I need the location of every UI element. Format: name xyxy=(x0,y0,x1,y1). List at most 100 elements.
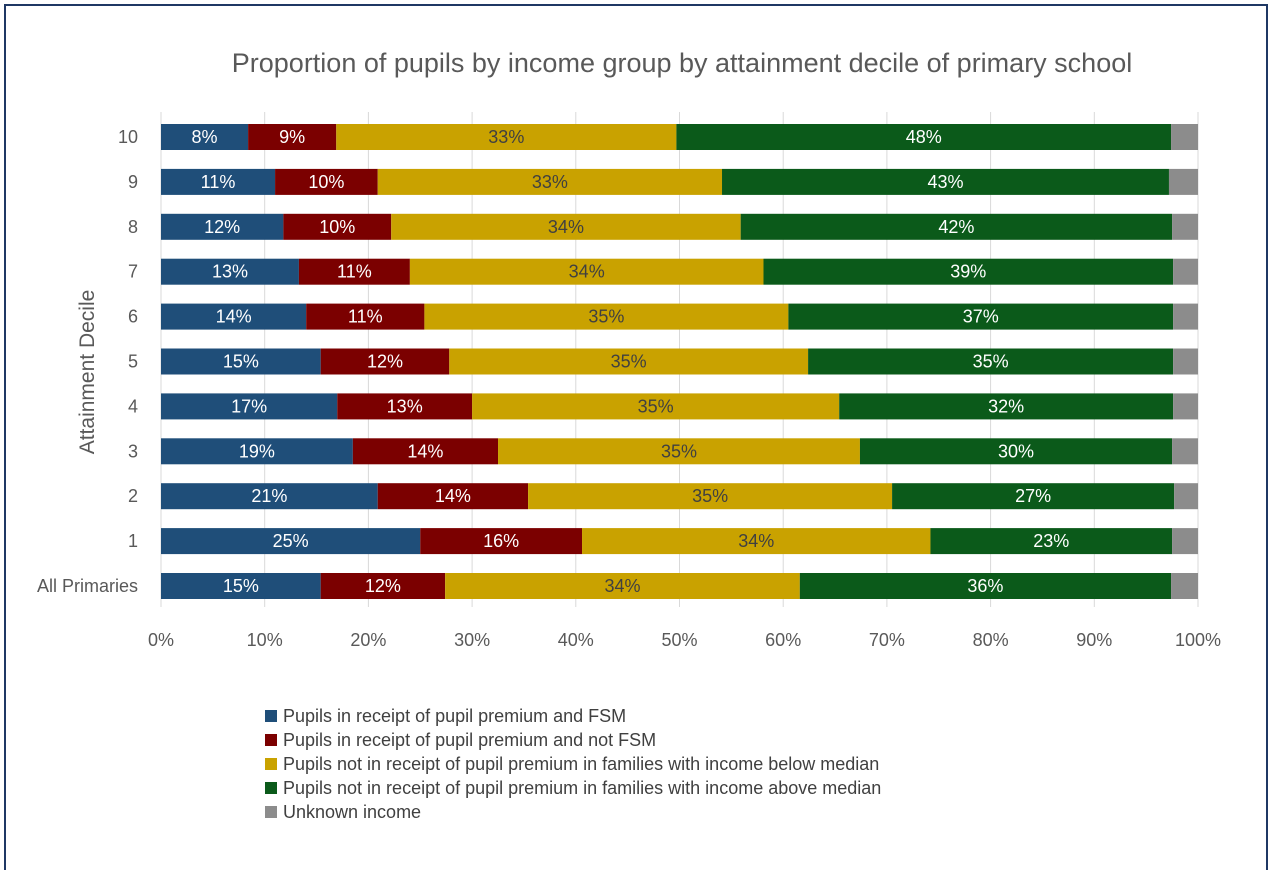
bar-segment xyxy=(472,393,840,420)
data-label: 15% xyxy=(223,576,259,596)
bar-segment xyxy=(445,573,800,599)
bar-segment xyxy=(930,528,1173,555)
data-label: 37% xyxy=(963,307,999,327)
legend-label: Pupils not in receipt of pupil premium i… xyxy=(283,778,881,798)
bar-segment xyxy=(1171,124,1198,150)
data-label: 12% xyxy=(367,352,403,372)
data-label: 19% xyxy=(239,441,275,461)
legend-swatch xyxy=(265,758,277,770)
bar-segment xyxy=(1173,348,1198,375)
legend-swatch xyxy=(265,734,277,746)
bar-segment xyxy=(859,438,1173,465)
bar-segment xyxy=(498,438,860,465)
data-label: 35% xyxy=(611,352,647,372)
bar-segment xyxy=(763,258,1174,285)
data-label: 11% xyxy=(201,172,236,192)
bar-segment xyxy=(352,438,499,465)
y-tick-label: 7 xyxy=(128,262,138,282)
y-tick-label: 3 xyxy=(128,441,138,461)
bar-segment xyxy=(320,573,446,599)
bar-segment xyxy=(449,348,809,375)
bar-segment xyxy=(306,303,425,330)
data-label: 35% xyxy=(638,396,674,416)
legend-label: Pupils in receipt of pupil premium and n… xyxy=(283,730,656,750)
x-tick-label: 80% xyxy=(973,630,1009,650)
chart-title: Proportion of pupils by income group by … xyxy=(232,48,1132,78)
data-label: 13% xyxy=(387,396,423,416)
data-label: 34% xyxy=(548,217,584,237)
x-tick-label: 40% xyxy=(558,630,594,650)
x-tick-label: 70% xyxy=(869,630,905,650)
bar-segment xyxy=(275,168,378,195)
data-label: 12% xyxy=(204,217,240,237)
data-label: 14% xyxy=(216,307,252,327)
x-tick-label: 90% xyxy=(1076,630,1112,650)
bar-segment xyxy=(839,393,1174,420)
bar-segment xyxy=(161,124,249,150)
data-label: 43% xyxy=(927,172,963,192)
bar-segment xyxy=(391,213,741,240)
data-label: 35% xyxy=(661,441,697,461)
data-label: 8% xyxy=(192,127,218,147)
bar-segment xyxy=(808,348,1174,375)
data-label: 34% xyxy=(604,576,640,596)
data-label: 27% xyxy=(1015,486,1051,506)
legend-label: Unknown income xyxy=(283,802,421,822)
x-tick-label: 0% xyxy=(148,630,174,650)
bar-segment xyxy=(676,124,1172,150)
legend-swatch xyxy=(265,782,277,794)
bar-segment xyxy=(161,213,284,240)
legend-label: Pupils not in receipt of pupil premium i… xyxy=(283,754,879,774)
bar-segment xyxy=(161,168,276,195)
bar-segment xyxy=(1168,168,1198,195)
bar-segment xyxy=(1171,573,1198,599)
bar-segment xyxy=(722,168,1169,195)
data-label: 23% xyxy=(1033,531,1069,551)
bar-segment xyxy=(1174,483,1198,510)
data-label: 33% xyxy=(532,172,568,192)
bar-segment xyxy=(298,258,410,285)
bar-segment xyxy=(320,348,450,375)
data-label: 12% xyxy=(365,576,401,596)
bar-segment xyxy=(409,258,764,285)
legend-swatch xyxy=(265,710,277,722)
data-label: 42% xyxy=(938,217,974,237)
bar-segment xyxy=(377,483,529,510)
bar-segment xyxy=(799,573,1172,599)
x-tick-label: 20% xyxy=(350,630,386,650)
bar-segment xyxy=(892,483,1175,510)
bar-segment xyxy=(377,168,723,195)
bar-segment xyxy=(336,124,677,150)
data-label: 11% xyxy=(337,262,372,282)
bar-segment xyxy=(1172,213,1198,240)
bar-segment xyxy=(788,303,1174,330)
legend-label: Pupils in receipt of pupil premium and F… xyxy=(283,706,626,726)
data-label: 17% xyxy=(231,396,267,416)
y-tick-label: 2 xyxy=(128,486,138,506)
bar-segment xyxy=(248,124,337,150)
x-tick-label: 100% xyxy=(1175,630,1221,650)
y-tick-label: 4 xyxy=(128,396,138,416)
bar-segment xyxy=(161,528,421,555)
data-label: 35% xyxy=(692,486,728,506)
bar-segment xyxy=(1173,303,1198,330)
data-label: 35% xyxy=(973,352,1009,372)
bar-segment xyxy=(161,438,353,465)
data-label: 10% xyxy=(308,172,344,192)
data-label: 16% xyxy=(483,531,519,551)
bar-segment xyxy=(1173,393,1198,420)
x-tick-label: 60% xyxy=(765,630,801,650)
data-label: 15% xyxy=(223,352,259,372)
data-label: 48% xyxy=(906,127,942,147)
bar-segment xyxy=(424,303,789,330)
data-label: 39% xyxy=(950,262,986,282)
data-label: 30% xyxy=(998,441,1034,461)
y-tick-label: 8 xyxy=(128,217,138,237)
bar-segment xyxy=(161,303,307,330)
y-tick-label: All Primaries xyxy=(37,576,138,596)
y-tick-label: 6 xyxy=(128,307,138,327)
bar-segment xyxy=(420,528,583,555)
data-label: 36% xyxy=(967,576,1003,596)
bar-segment xyxy=(582,528,931,555)
